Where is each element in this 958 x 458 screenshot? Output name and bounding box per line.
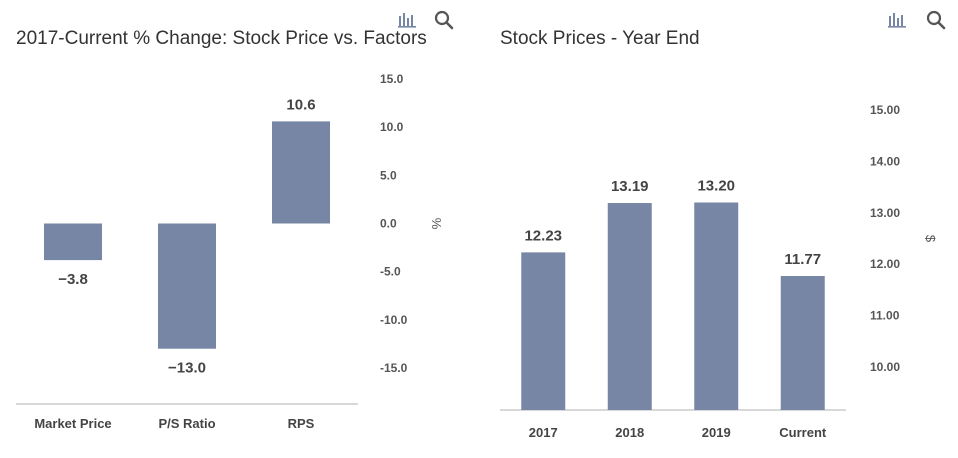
bar [44,223,102,261]
y-tick-label: -5.0 [380,265,401,279]
y-tick-label: 10.00 [870,360,900,374]
x-tick-label: 2019 [702,425,731,440]
y-tick-label: 14.00 [870,154,900,168]
y-tick-label: 10.0 [380,120,404,134]
y-tick-label: 15.0 [380,72,404,86]
y-tick-label: 15.00 [870,103,900,117]
data-label: 13.20 [697,178,735,195]
bar-chart-icon[interactable] [886,10,908,33]
bar [780,276,825,410]
data-label: −13.0 [168,360,206,377]
chart-title: Stock Prices - Year End [500,28,700,49]
data-label: 13.19 [611,178,649,195]
y-tick-label: 13.00 [870,206,900,220]
x-tick-label: RPS [288,416,315,431]
bar [694,202,739,410]
x-tick-label: P/S Ratio [158,416,215,431]
bar [158,223,216,349]
data-label: 12.23 [524,227,562,244]
bar-chart-icon[interactable] [396,10,418,33]
y-tick-label: -15.0 [380,361,408,375]
chart-panel-percent-change: 2017-Current % Change: Stock Price vs. F… [16,10,454,431]
search-icon[interactable] [926,10,946,35]
data-label: −3.8 [58,271,88,288]
x-tick-label: 2017 [529,425,558,440]
y-tick-label: 5.0 [380,168,397,182]
y-tick-label: 0.0 [380,217,397,231]
bar [272,121,330,224]
x-tick-label: 2018 [615,425,644,440]
chart-panel-stock-prices: Stock Prices - Year End 15.00 14.00 13.00 1… [480,0,958,458]
bar [607,203,652,410]
y-tick-label: 12.00 [870,257,900,271]
data-label: 10.6 [286,96,315,113]
stock-prices-chart: 15.00 14.00 13.00 12.00 11.00 10.00 $12.23 2017… [500,103,938,440]
data-label: 11.77 [784,251,821,268]
y-axis-label: $ [923,235,938,243]
x-tick-label: Market Price [34,416,111,431]
chart-title: 2017-Current % Change: Stock Price vs. F… [16,28,427,49]
x-tick-label: Current [779,425,827,440]
bar [521,252,566,410]
search-icon[interactable] [434,10,454,35]
y-axis-label: % [429,218,444,230]
percent-change-chart: 15.0 10.0 5.0 0.0 -5.0 -10.0 -15.0% −3.8 Market … [16,72,444,431]
y-tick-label: 11.00 [870,309,900,323]
y-tick-label: -10.0 [380,313,408,327]
